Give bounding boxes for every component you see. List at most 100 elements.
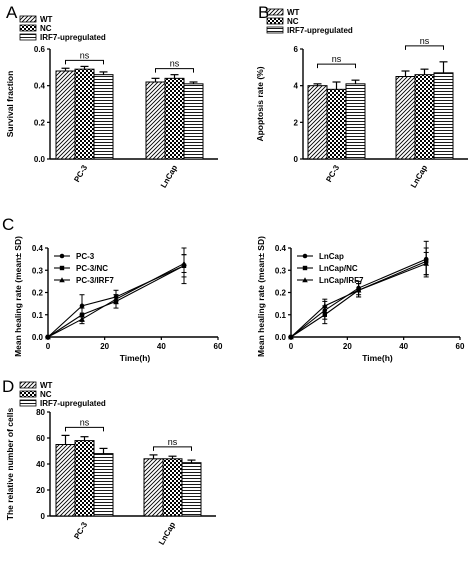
p1-bar-lncap-irf7-upregulated: [433, 72, 454, 160]
p1-y-tick-label: 4: [294, 82, 299, 91]
p1-bar-lncap-wt: [395, 76, 416, 160]
panel-b: 0 2 4 6 Apoptosis rate (%) PC-3 ns LnCap ns WTNCI…: [255, 8, 468, 190]
p4-y-tick-label: 80: [36, 408, 45, 417]
p2-x-axis-label: Time(h): [120, 353, 151, 363]
p3-legend-point-triangle: [302, 277, 308, 283]
p0-y-tick-label: 0.2: [34, 118, 46, 127]
p2-x-tick-label: 0: [46, 342, 51, 351]
p0-bar-lncap-wt: [145, 81, 166, 160]
p4-legend-label-wt: WT: [40, 381, 53, 390]
p2-legend-label-pc-3: PC-3: [76, 252, 95, 261]
p2-legend-point-triangle: [59, 277, 65, 283]
p3-point-triangle: [322, 303, 328, 309]
p2-point-circle: [79, 303, 85, 309]
p2-point-triangle: [181, 260, 187, 266]
p2-legend-label-pc-3-nc: PC-3/NC: [76, 264, 108, 273]
p1-legend-label-irf7-upregulated: IRF7-upregulated: [287, 26, 353, 35]
p1-significance-bracket: [405, 45, 444, 50]
panel-d: 0 20 40 60 80 The relative number of cells PC-…: [5, 381, 216, 547]
panel-letter-d: D: [2, 377, 14, 396]
p3-y-tick-label: 0.1: [275, 311, 287, 320]
panel-letters: A B C D: [2, 3, 269, 396]
p4-bar-lncap-wt: [143, 458, 164, 517]
p1-y-tick-label: 2: [294, 118, 299, 127]
p2-legend-point-circle: [59, 253, 65, 259]
p0-significance-bracket: [155, 68, 194, 73]
p0-y-tick-label: 0.0: [34, 155, 46, 164]
p4-bar-pc-3-nc: [74, 440, 95, 517]
p3-legend-point-square: [302, 265, 308, 271]
p2-y-axis-label: Mean healing rate (mean± SD): [13, 236, 23, 357]
p3-x-tick-label: 20: [343, 342, 352, 351]
p4-legend-label-nc: NC: [40, 390, 52, 399]
p3-point-triangle: [423, 260, 429, 266]
p4-bar-pc-3-irf7-upregulated: [93, 453, 114, 517]
p0-bar-pc-3-nc: [74, 68, 95, 160]
p2-y-tick-label: 0.0: [32, 333, 44, 342]
p0-legend-swatch-wt: [19, 15, 37, 23]
p4-bar-lncap-irf7-upregulated: [181, 462, 202, 517]
p1-legend-swatch-nc: [266, 17, 284, 25]
p4-bar-pc-3-wt: [55, 444, 76, 517]
p4-x-tick-label: LnCap: [157, 520, 177, 546]
p1-legend-swatch-irf7-upregulated: [266, 26, 284, 34]
p4-y-tick-label: 20: [36, 486, 45, 495]
p0-y-tick-label: 0.4: [34, 82, 46, 91]
p3-y-tick-label: 0.4: [275, 244, 287, 253]
p2-y-tick-label: 0.2: [32, 289, 44, 298]
p1-bar-lncap-nc: [414, 74, 435, 160]
p2-series-line-pc-3-nc: [47, 265, 185, 338]
p0-x-tick-label: PC-3: [72, 163, 89, 184]
p2-point-triangle: [113, 296, 119, 302]
p0-y-axis-label: Survival fraction: [5, 71, 15, 138]
p1-bar-pc-3-wt: [307, 85, 328, 160]
p2-x-tick-label: 20: [100, 342, 109, 351]
p3-legend-label-lncap-nc: LnCap/NC: [319, 264, 358, 273]
p1-x-tick-label: PC-3: [324, 163, 341, 184]
p4-significance-label: ns: [80, 417, 90, 427]
p0-bar-lncap-irf7-upregulated: [183, 83, 204, 160]
panel-letter-a: A: [6, 3, 18, 22]
p4-y-tick-label: 0: [41, 512, 46, 521]
panel-a: 0.0 0.2 0.4 0.6 Survival fraction PC-3 ns LnCap…: [5, 15, 218, 190]
p4-legend-label-irf7-upregulated: IRF7-upregulated: [40, 399, 106, 408]
p0-legend-label-nc: NC: [40, 24, 52, 33]
p1-significance-bracket: [317, 63, 356, 69]
p2-legend-point-square: [59, 265, 65, 271]
p3-x-tick-label: 40: [399, 342, 408, 351]
p2-point-triangle: [79, 316, 85, 322]
p4-bar-lncap-nc: [162, 458, 183, 517]
p0-legend-label-irf7-upregulated: IRF7-upregulated: [40, 33, 106, 42]
p4-significance-bracket: [65, 426, 104, 432]
p4-y-tick-label: 60: [36, 434, 45, 443]
p3-x-tick-label: 0: [289, 342, 294, 351]
p1-bar-pc-3-nc: [326, 88, 347, 160]
p4-significance-label: ns: [168, 437, 178, 447]
p2-y-tick-label: 0.3: [32, 266, 44, 275]
p1-bar-pc-3-irf7-upregulated: [345, 83, 366, 160]
p2-series-line-pc-3-irf7: [47, 263, 185, 338]
p3-y-tick-label: 0.2: [275, 289, 287, 298]
p3-series-line-lncap-irf7: [290, 263, 427, 338]
p0-bar-lncap-nc: [164, 77, 185, 160]
p3-x-axis-label: Time(h): [362, 353, 393, 363]
p3-series-line-lncap: [290, 258, 427, 338]
p0-significance-bracket: [65, 59, 104, 65]
p1-y-axis-label: Apoptosis rate (%): [255, 66, 265, 141]
p4-y-axis-label: The relative number of cells: [5, 408, 15, 521]
p0-y-tick-label: 0.6: [34, 45, 46, 54]
p0-significance-label: ns: [170, 59, 180, 69]
p0-bar-pc-3-irf7-upregulated: [93, 74, 114, 160]
p3-y-tick-label: 0.0: [275, 333, 287, 342]
p2-y-tick-label: 0.1: [32, 311, 44, 320]
p1-y-tick-label: 6: [294, 45, 299, 54]
p4-legend-swatch-nc: [19, 390, 37, 398]
p2-point-triangle: [45, 334, 51, 340]
p2-x-tick-label: 60: [214, 342, 223, 351]
p3-series-line-lncap-nc: [290, 260, 427, 338]
p3-point-square: [322, 312, 327, 317]
p1-x-tick-label: LnCap: [409, 163, 429, 189]
p0-legend-swatch-irf7-upregulated: [19, 33, 37, 41]
p0-x-tick-label: LnCap: [159, 163, 179, 189]
